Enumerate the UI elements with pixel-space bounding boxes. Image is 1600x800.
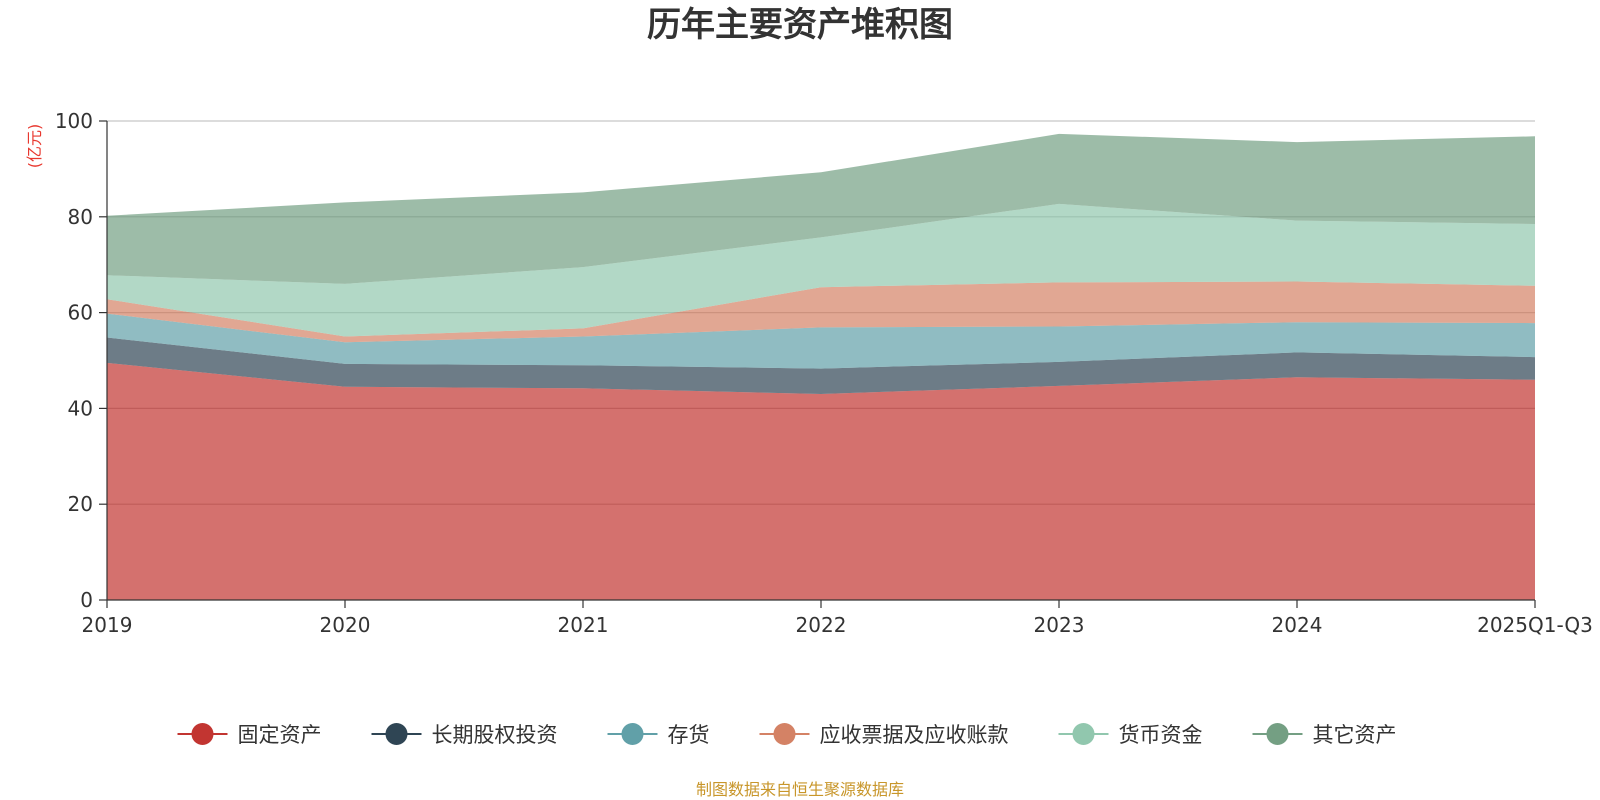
legend-item-1[interactable]: 固定资产 — [177, 723, 322, 747]
x-tick-label-4: 2023 — [1034, 613, 1085, 637]
y-axis-unit-label: (亿元) — [25, 124, 44, 169]
y-tick-label-100: 100 — [55, 109, 93, 133]
x-tick-label-0: 2019 — [82, 613, 133, 637]
legend-marker-5 — [1072, 723, 1095, 745]
legend[interactable]: 固定资产 长期股权投资 存货 应收票据及应收账款 货币资金 其它资产 — [177, 723, 1397, 747]
area-series-4 — [107, 281, 1535, 343]
axes: 0 20 40 60 80 100 2019 2020 2021 2022 2023 2024 2025… — [55, 109, 1593, 637]
area-series-3 — [107, 313, 1535, 369]
legend-item-4[interactable]: 应收票据及应收账款 — [759, 723, 1009, 747]
chart-title: 历年主要资产堆积图 — [647, 5, 953, 45]
legend-item-2[interactable]: 长期股权投资 — [371, 723, 558, 747]
area-series-1 — [107, 362, 1535, 600]
legend-marker-4 — [773, 723, 796, 745]
legend-label-2: 长期股权投资 — [432, 723, 558, 747]
legend-marker-1 — [191, 723, 214, 745]
legend-label-5: 货币资金 — [1119, 723, 1203, 747]
legend-item-3[interactable]: 存货 — [607, 723, 710, 747]
area-series-group — [107, 133, 1535, 600]
y-tick-label-60: 60 — [68, 301, 93, 325]
legend-marker-6 — [1266, 723, 1289, 745]
legend-item-6[interactable]: 其它资产 — [1252, 723, 1397, 747]
legend-label-3: 存货 — [668, 723, 710, 747]
y-tick-label-80: 80 — [68, 205, 93, 229]
y-tick-label-40: 40 — [68, 396, 93, 420]
area-series-6 — [107, 133, 1535, 284]
y-tick-label-0: 0 — [80, 588, 93, 612]
area-series-5 — [107, 203, 1535, 337]
legend-item-5[interactable]: 货币资金 — [1058, 723, 1203, 747]
y-tick-label-20: 20 — [68, 492, 93, 516]
legend-marker-3 — [621, 723, 644, 745]
x-tick-label-5: 2024 — [1272, 613, 1323, 637]
x-tick-label-3: 2022 — [796, 613, 847, 637]
x-tick-label-6: 2025Q1-Q3 — [1477, 613, 1593, 637]
area-series-2 — [107, 337, 1535, 394]
legend-label-4: 应收票据及应收账款 — [820, 723, 1009, 747]
legend-label-6: 其它资产 — [1313, 723, 1397, 747]
x-tick-label-2: 2021 — [558, 613, 609, 637]
x-tick-label-1: 2020 — [320, 613, 371, 637]
legend-label-1: 固定资产 — [238, 723, 322, 747]
data-source-note: 制图数据来自恒生聚源数据库 — [696, 780, 904, 799]
legend-marker-2 — [385, 723, 408, 745]
